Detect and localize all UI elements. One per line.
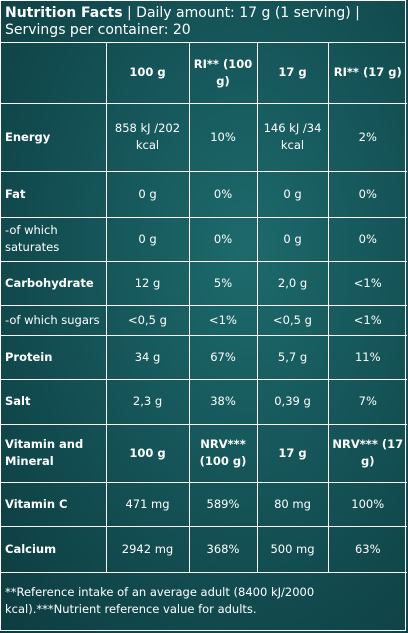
value-100g: 2942 mg: [105, 525, 190, 573]
row-label: -of which sugars: [1, 304, 107, 336]
table-row-sugars: -of which sugars <0,5 g <1% <0,5 g <1%: [1, 304, 407, 336]
nrv-100g: 589%: [188, 481, 258, 527]
ri-17g: <1%: [327, 260, 407, 306]
value-17g: 0 g: [256, 216, 329, 262]
table-row-calcium: Calcium 2942 mg 368% 500 mg 63%: [1, 525, 407, 573]
reference-footnote: **Reference intake of an average adult (…: [5, 585, 315, 616]
ri-100g: 10%: [188, 102, 258, 172]
ri-17g: <1%: [327, 304, 407, 336]
table-row-saturates: -of which saturates 0 g 0% 0 g 0%: [1, 216, 407, 262]
value-17g: 80 mg: [256, 481, 329, 527]
table-row-vitamin-c: Vitamin C 471 mg 589% 80 mg 100%: [1, 481, 407, 527]
column-header-row: 100 g RI** (100 g) 17 g RI** (17 g): [1, 43, 407, 104]
nutrition-title: Nutrition Facts: [5, 5, 123, 21]
ri-100g: 38%: [188, 378, 258, 425]
vitamin-header-row: Vitamin and Mineral 100 g NRV*** (100 g)…: [1, 423, 407, 483]
row-label: Protein: [1, 334, 107, 380]
value-17g: 2,0 g: [256, 260, 329, 306]
vitamin-header-17g: 17 g: [256, 423, 329, 483]
vitamin-header-100g: 100 g: [105, 423, 190, 483]
value-100g: 34 g: [105, 334, 190, 380]
ri-100g: 0%: [188, 170, 258, 218]
ri-100g: 67%: [188, 334, 258, 380]
value-100g: 858 kJ /202 kcal: [105, 102, 190, 172]
row-label: Fat: [1, 170, 107, 218]
column-header-ri-100g: RI** (100 g): [188, 43, 258, 104]
ri-17g: 7%: [327, 378, 407, 425]
value-17g: 0 g: [256, 170, 329, 218]
ri-17g: 0%: [327, 170, 407, 218]
table-row-energy: Energy 858 kJ /202 kcal 10% 146 kJ /34 k…: [1, 102, 407, 172]
value-100g: 2,3 g: [105, 378, 190, 425]
value-100g: <0,5 g: [105, 304, 190, 336]
table-row-carbohydrate: Carbohydrate 12 g 5% 2,0 g <1%: [1, 260, 407, 306]
servings-per-container: Servings per container: 20: [5, 22, 191, 38]
ri-17g: 0%: [327, 216, 407, 262]
nrv-17g: 100%: [327, 481, 407, 527]
column-header-empty: [1, 43, 107, 104]
ri-100g: <1%: [188, 304, 258, 336]
vitamin-header-nrv-17g: NRV*** (17 g): [327, 423, 407, 483]
value-100g: 471 mg: [105, 481, 190, 527]
ri-100g: 5%: [188, 260, 258, 306]
nrv-100g: 368%: [188, 525, 258, 573]
value-100g: 12 g: [105, 260, 190, 306]
nrv-17g: 63%: [327, 525, 407, 573]
nutrition-header: Nutrition Facts | Daily amount: 17 g (1 …: [1, 1, 405, 43]
ri-17g: 2%: [327, 102, 407, 172]
row-label: Carbohydrate: [1, 260, 107, 306]
row-label: -of which saturates: [1, 216, 107, 262]
column-header-100g: 100 g: [105, 43, 190, 104]
row-label: Vitamin C: [1, 481, 107, 527]
column-header-ri-17g: RI** (17 g): [327, 43, 407, 104]
table-row-fat: Fat 0 g 0% 0 g 0%: [1, 170, 407, 218]
table-row-salt: Salt 2,3 g 38% 0,39 g 7%: [1, 378, 407, 425]
value-17g: 500 mg: [256, 525, 329, 573]
value-17g: 5,7 g: [256, 334, 329, 380]
value-17g: <0,5 g: [256, 304, 329, 336]
row-label: Energy: [1, 102, 107, 172]
daily-amount: | Daily amount: 17 g (1 serving) |: [127, 5, 360, 21]
ri-100g: 0%: [188, 216, 258, 262]
row-label: Calcium: [1, 525, 107, 573]
column-header-17g: 17 g: [256, 43, 329, 104]
value-17g: 0,39 g: [256, 378, 329, 425]
value-17g: 146 kJ /34 kcal: [256, 102, 329, 172]
value-100g: 0 g: [105, 216, 190, 262]
nutrition-table: 100 g RI** (100 g) 17 g RI** (17 g) Ener…: [1, 43, 407, 573]
vitamin-header-nrv-100g: NRV*** (100 g): [188, 423, 258, 483]
ri-17g: 11%: [327, 334, 407, 380]
vitamin-header-label: Vitamin and Mineral: [1, 423, 107, 483]
table-row-protein: Protein 34 g 67% 5,7 g 11%: [1, 334, 407, 380]
value-100g: 0 g: [105, 170, 190, 218]
row-label: Salt: [1, 378, 107, 425]
